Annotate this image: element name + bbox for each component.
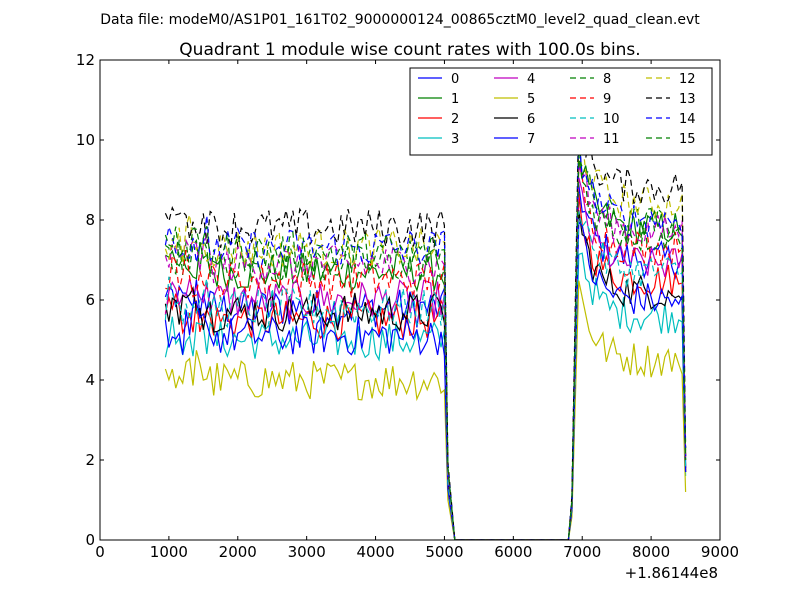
- series-line-4: [164, 177, 687, 540]
- legend-label-2: 2: [451, 112, 459, 127]
- series-line-7: [164, 220, 687, 540]
- series-line-9: [165, 162, 687, 540]
- series-line-5: [164, 280, 687, 540]
- y-tick-label: 4: [85, 371, 95, 389]
- y-tick-label: 2: [85, 451, 95, 469]
- series-line-12: [164, 121, 687, 540]
- series-line-13: [164, 105, 687, 540]
- x-tick-label: 9000: [701, 543, 739, 561]
- chart-title: Quadrant 1 module wise count rates with …: [179, 40, 640, 60]
- series-line-1: [165, 137, 687, 540]
- legend-label-7: 7: [527, 132, 535, 147]
- x-offset-label: +1.86144e8: [625, 564, 718, 582]
- legend-label-10: 10: [603, 112, 620, 127]
- series-layer: [164, 105, 687, 540]
- y-tick-label: 6: [85, 291, 95, 309]
- legend-label-13: 13: [679, 92, 696, 107]
- series-line-15: [164, 155, 687, 540]
- legend-label-4: 4: [527, 72, 535, 87]
- series-line-6: [164, 210, 687, 540]
- x-tick-label: 3000: [288, 543, 326, 561]
- series-line-8: [165, 158, 687, 540]
- x-tick-label: 5000: [425, 543, 463, 561]
- legend-label-12: 12: [679, 72, 696, 87]
- legend-label-14: 14: [679, 112, 696, 127]
- x-tick-label: 8000: [632, 543, 670, 561]
- legend-label-15: 15: [679, 132, 696, 147]
- series-line-10: [164, 211, 687, 540]
- x-tick-label: 0: [95, 543, 105, 561]
- x-tick-label: 7000: [563, 543, 601, 561]
- y-tick-label: 12: [76, 51, 95, 69]
- legend-label-5: 5: [527, 92, 535, 107]
- y-tick-label: 10: [76, 131, 95, 149]
- ticks-layer: 0 1000 2000 3000 4000 5000 6000 7000 8000 9000 0 2 4…: [76, 51, 739, 561]
- x-tick-label: 1000: [150, 543, 188, 561]
- y-tick-label: 0: [85, 531, 95, 549]
- legend-label-11: 11: [603, 132, 620, 147]
- series-line-14: [164, 132, 687, 540]
- legend-label-3: 3: [451, 132, 459, 147]
- legend-label-0: 0: [451, 72, 459, 87]
- y-tick-label: 8: [85, 211, 95, 229]
- x-tick-label: 6000: [494, 543, 532, 561]
- figure-suptitle: Data file: modeM0/AS1P01_161T02_90000001…: [100, 12, 700, 28]
- series-line-11: [164, 164, 687, 540]
- legend-box: [409, 67, 713, 156]
- legend-label-9: 9: [603, 92, 611, 107]
- legend-label-8: 8: [603, 72, 611, 87]
- legend-label-6: 6: [527, 112, 535, 127]
- legend-label-1: 1: [451, 92, 459, 107]
- x-tick-label: 4000: [356, 543, 394, 561]
- x-tick-label: 2000: [219, 543, 257, 561]
